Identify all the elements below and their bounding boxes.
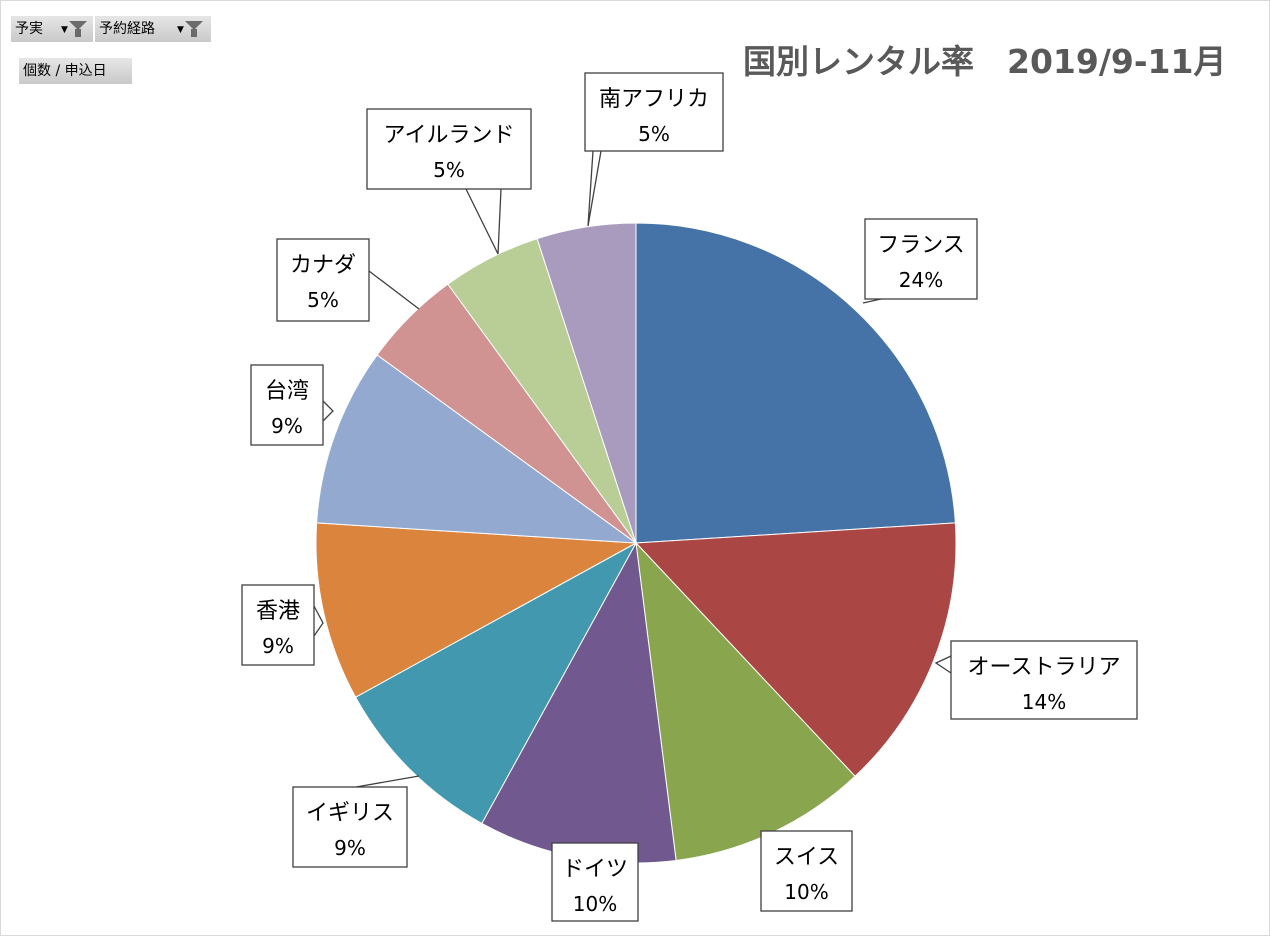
pie-slice[interactable]: [536, 222, 637, 544]
filter-label: 予実: [15, 21, 43, 37]
callout-box: [276, 238, 370, 322]
filter-funnel-icon: [69, 21, 87, 37]
leader-line: [934, 655, 952, 674]
percent-label: 9%: [262, 634, 294, 658]
leader-line: [465, 188, 502, 255]
category-label: アイルランド: [384, 123, 515, 148]
data-label-callout: フランス 24%: [862, 218, 978, 304]
callout-box: [292, 786, 408, 868]
data-label-callout: 南アフリカ 5%: [584, 72, 724, 227]
filter-button-booking-route[interactable]: 予約経路 ▼: [95, 16, 211, 42]
pie-slice[interactable]: [634, 522, 957, 777]
leader-line: [313, 605, 324, 637]
percent-label: 5%: [638, 122, 670, 146]
callout-box: [950, 640, 1138, 720]
callout-box: [760, 830, 853, 912]
leader-line: [322, 400, 334, 422]
data-label-callout: オーストラリア 14%: [934, 640, 1138, 720]
category-label: カナダ: [290, 253, 356, 278]
leader-line: [862, 298, 882, 304]
dropdown-arrow-icon: ▼: [177, 25, 184, 35]
percent-label: 14%: [1022, 690, 1066, 714]
dropdown-arrow-icon: ▼: [61, 25, 68, 35]
category-label: イギリス: [306, 801, 394, 826]
pie-slice[interactable]: [354, 541, 638, 825]
data-label-callout: スイス 10%: [760, 830, 853, 912]
callout-box: [241, 584, 315, 666]
callout-box: [551, 842, 639, 922]
values-field-button[interactable]: 個数 / 申込日: [19, 58, 132, 84]
data-label-callout: ドイツ 10%: [551, 842, 639, 922]
filter-button-yojitsu[interactable]: 予実 ▼: [11, 16, 93, 42]
leader-line: [368, 270, 420, 310]
callout-box: [366, 108, 532, 190]
category-label: フランス: [877, 233, 965, 258]
category-label: オーストラリア: [968, 655, 1121, 680]
filter-funnel-icon: [185, 21, 203, 37]
pie-slice[interactable]: [316, 354, 638, 544]
data-label-callout: カナダ 5%: [276, 238, 420, 322]
pie-slice[interactable]: [315, 522, 638, 698]
data-label-callout: アイルランド 5%: [366, 108, 532, 255]
filter-label: 予約経路: [99, 21, 155, 37]
percent-label: 9%: [271, 414, 303, 438]
category-label: 南アフリカ: [599, 87, 709, 112]
category-label: ドイツ: [562, 857, 628, 882]
percent-label: 5%: [307, 288, 339, 312]
category-label: 台湾: [265, 379, 309, 404]
data-label-callout: イギリス 9%: [292, 775, 420, 868]
data-label-callout: 台湾 9%: [250, 364, 334, 446]
leader-line: [587, 150, 602, 227]
percent-label: 10%: [784, 880, 828, 904]
percent-label: 24%: [899, 268, 943, 292]
percent-label: 10%: [573, 892, 617, 916]
callout-box: [250, 364, 324, 446]
data-label-callout: 香港 9%: [241, 584, 324, 666]
callout-box: [864, 218, 978, 300]
chart-title: 国別レンタル率 2019/9-11月: [743, 42, 1227, 81]
percent-label: 9%: [334, 836, 366, 860]
callout-box: [584, 72, 724, 152]
pie-slice[interactable]: [635, 222, 956, 544]
category-label: スイス: [774, 845, 839, 870]
leader-line: [355, 775, 420, 788]
percent-label: 5%: [433, 158, 465, 182]
category-label: 香港: [256, 599, 300, 624]
